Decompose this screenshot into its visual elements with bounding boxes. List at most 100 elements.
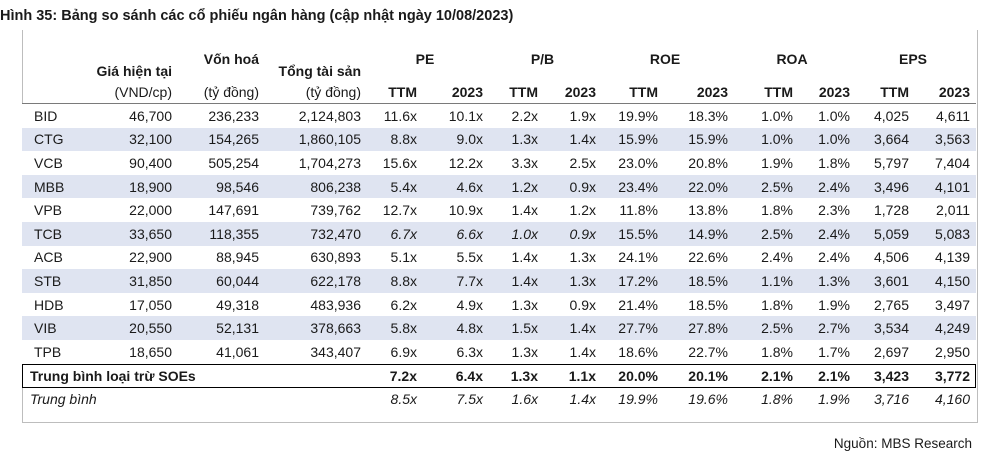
cell-assets: 732,470 [265, 221, 367, 246]
cell-pe-2023: 6.4x [455, 367, 483, 384]
cell-cap: 88,945 [178, 245, 265, 270]
cell-pe-ttm: 5.8x [367, 316, 423, 340]
cell-eps-ttm: 3,664 [856, 127, 915, 152]
table-row: VIB 20,550 52,131 378,663 5.8x 4.8x 1.5x 1.4x 27… [22, 316, 977, 340]
cell-cap: 52,131 [178, 316, 265, 340]
cell-roa-2023: 2.4% [799, 221, 856, 246]
cell-pe-2023: 6.3x [423, 339, 489, 364]
cell-pb-2023: 1.4x [544, 127, 602, 152]
table-row: TPB 18,650 41,061 343,407 6.9x 6.3x 1.3x 1.4x 18… [22, 339, 977, 364]
header-pb: P/B [530, 50, 555, 67]
cell-eps-ttm: 4,025 [856, 103, 915, 128]
cell-pe-ttm: 11.6x [367, 103, 423, 128]
cell-pb-2023: 1.1x [568, 367, 596, 384]
ticker-cell: ACB [22, 245, 90, 270]
cell-pb-ttm: 1.4x [489, 269, 544, 293]
cell-assets: 622,178 [265, 269, 367, 293]
cell-eps-ttm: 3,496 [856, 174, 915, 199]
cell-eps-2023: 7,404 [915, 151, 977, 175]
cell-roe-2023: 18.5% [664, 292, 734, 317]
sub-eps-2023: 2023 [938, 84, 971, 100]
cell-pe-2023: 6.6x [423, 221, 489, 246]
sub-eps-ttm: TTM [880, 84, 909, 100]
cell-pb-2023: 1.4x [544, 316, 602, 340]
cell-pe-2023: 4.9x [423, 292, 489, 317]
ticker-cell: VIB [22, 316, 90, 340]
cell-pe-ttm: 8.5x [390, 391, 417, 408]
cell-roe-2023: 22.0% [664, 174, 734, 199]
cell-pe-2023: 12.2x [423, 151, 489, 175]
cell-cap: 60,044 [178, 269, 265, 293]
average-ex-soe-row: Trung bình loại trừ SOEs 7.2x 6.4x 1.3x … [22, 363, 977, 388]
cell-roe-ttm: 24.1% [602, 245, 664, 270]
cell-eps-2023: 4,611 [915, 103, 977, 128]
cell-roe-ttm: 18.6% [602, 339, 664, 364]
cell-roe-ttm: 21.4% [602, 292, 664, 317]
cell-cap: 98,546 [178, 174, 265, 199]
cell-price: 17,050 [90, 292, 178, 317]
cell-cap: 118,355 [178, 221, 265, 246]
header-row-main: Giá hiện tại Vốn hoá Tổng tài sản PE P/B… [22, 36, 976, 81]
cell-eps-ttm: 3,534 [856, 316, 915, 340]
ticker-cell: TPB [22, 339, 90, 364]
cell-roe-ttm: 15.5% [602, 221, 664, 246]
cell-cap: 505,254 [178, 151, 265, 175]
cell-eps-2023: 5,083 [915, 221, 977, 246]
cell-roe-2023: 13.8% [664, 198, 734, 222]
cell-roe-2023: 18.3% [664, 103, 734, 128]
cell-pe-ttm: 7.2x [389, 367, 417, 384]
sub-roa-ttm: TTM [764, 84, 793, 100]
cell-pb-2023: 1.4x [569, 391, 596, 408]
cell-roe-2023: 20.1% [688, 367, 728, 384]
cell-eps-2023: 2,950 [915, 339, 977, 364]
cell-eps-ttm: 4,506 [856, 245, 915, 270]
cell-price: 31,850 [90, 269, 178, 293]
cell-pe-2023: 7.5x [456, 391, 483, 408]
cell-roa-2023: 1.0% [799, 103, 856, 128]
cell-roa-2023: 1.8% [799, 151, 856, 175]
unit-cap: (tỷ đồng) [203, 84, 259, 100]
cell-roa-ttm: 1.0% [734, 103, 799, 128]
cell-assets: 378,663 [265, 316, 367, 340]
cell-cap: 154,265 [178, 127, 265, 152]
cell-eps-2023: 4,160 [934, 391, 971, 408]
cell-pb-2023: 1.3x [544, 245, 602, 270]
table-row: TCB 33,650 118,355 732,470 6.7x 6.6x 1.0x 0.9x 1… [22, 221, 977, 246]
cell-pb-ttm: 1.6x [511, 391, 538, 408]
table-row: VCB 90,400 505,254 1,704,273 15.6x 12.2x 3.3x 2… [22, 151, 977, 175]
cell-pe-ttm: 6.9x [367, 339, 423, 364]
cell-eps-ttm: 1,728 [856, 198, 915, 222]
cell-price: 18,900 [90, 174, 178, 199]
cell-pe-ttm: 15.6x [367, 151, 423, 175]
cell-eps-2023: 4,101 [915, 174, 977, 199]
cell-eps-2023: 4,139 [915, 245, 977, 270]
table-row: HDB 17,050 49,318 483,936 6.2x 4.9x 1.3x 0.9x 21… [22, 292, 977, 317]
cell-eps-2023: 3,497 [915, 292, 977, 317]
header-eps: EPS [899, 50, 928, 67]
cell-roa-2023: 1.9% [818, 391, 850, 408]
cell-eps-ttm: 3,716 [873, 391, 909, 408]
cell-pb-2023: 1.4x [544, 339, 602, 364]
cell-roa-ttm: 1.0% [734, 127, 799, 152]
cell-roe-2023: 18.5% [664, 269, 734, 293]
cell-roa-2023: 2.7% [799, 316, 856, 340]
cell-pe-2023: 5.5x [423, 245, 489, 270]
cell-pb-2023: 0.9x [544, 174, 602, 199]
cell-roe-2023: 20.8% [664, 151, 734, 175]
cell-pb-ttm: 1.3x [489, 339, 544, 364]
cell-price: 22,000 [90, 198, 178, 222]
cell-assets: 343,407 [265, 339, 367, 364]
header-row-sub: (VND/cp) (tỷ đồng) (tỷ đồng) TTM 2023 TT… [22, 81, 977, 104]
cell-cap: 236,233 [178, 103, 265, 128]
cell-eps-ttm: 2,765 [856, 292, 915, 317]
header-ticker [22, 36, 90, 81]
cell-roa-ttm: 1.8% [734, 292, 799, 317]
cell-assets: 1,860,105 [265, 127, 367, 152]
cell-eps-ttm: 2,697 [856, 339, 915, 364]
cell-pb-2023: 1.2x [544, 198, 602, 222]
cell-assets: 806,238 [265, 174, 367, 199]
sub-pb-2023: 2023 [564, 84, 596, 100]
cell-pb-ttm: 3.3x [489, 151, 544, 175]
figure-title: Hình 35: Bảng so sánh các cổ phiếu ngân … [0, 8, 514, 24]
table-row: CTG 32,100 154,265 1,860,105 8.8x 9.0x 1.3x 1.4… [22, 127, 977, 152]
